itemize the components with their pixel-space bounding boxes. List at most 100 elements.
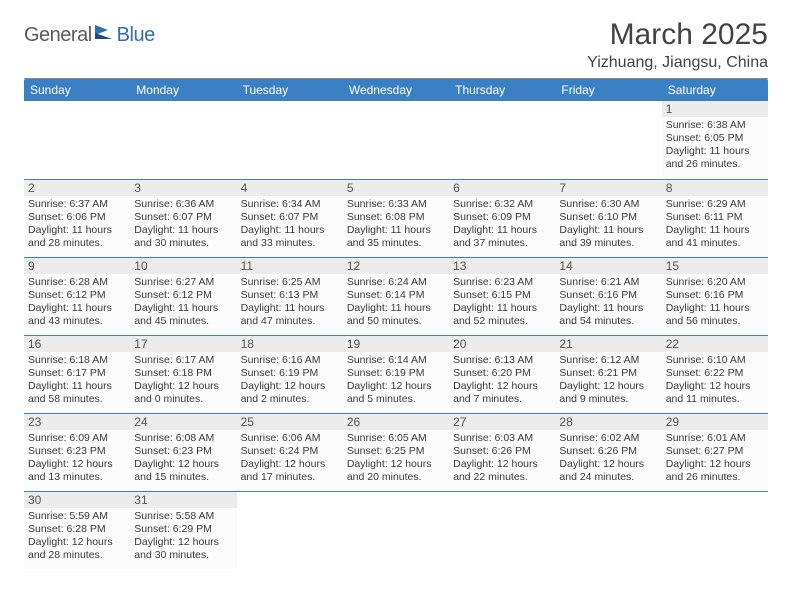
day-info: Sunrise: 6:03 AMSunset: 6:26 PMDaylight:…: [453, 432, 551, 485]
calendar-cell: 27Sunrise: 6:03 AMSunset: 6:26 PMDayligh…: [449, 413, 555, 491]
day-number: 28: [555, 414, 661, 430]
day-number: 3: [130, 180, 236, 196]
header: General Blue March 2025 Yizhuang, Jiangs…: [24, 18, 768, 72]
calendar-cell: [237, 101, 343, 179]
calendar-cell: 10 Sunrise: 6:27 AMSunset: 6:12 PMDayligh…: [130, 257, 236, 335]
day-number: 23: [24, 414, 130, 430]
logo: General Blue: [24, 24, 155, 47]
day-info: Sunrise: 5:58 AMSunset: 6:29 PMDaylight:…: [134, 510, 232, 563]
day-info: Sunrise: 6:10 AMSunset: 6:22 PMDaylight:…: [666, 354, 764, 407]
calendar-cell: 20 Sunrise: 6:13 AMSunset: 6:20 PMDayligh…: [449, 335, 555, 413]
day-number: 1: [662, 101, 768, 117]
day-number: 10: [130, 258, 236, 274]
day-header: Saturday: [662, 79, 768, 101]
day-number: 24: [130, 414, 236, 430]
calendar-cell: [555, 491, 661, 569]
day-number: 22: [662, 336, 768, 352]
day-info: Sunrise: 6:34 AMSunset: 6:07 PMDaylight:…: [241, 198, 339, 251]
day-info: Sunrise: 5:59 AMSunset: 6:28 PMDaylight:…: [28, 510, 126, 563]
calendar-cell: 12 Sunrise: 6:24 AMSunset: 6:14 PMDayligh…: [343, 257, 449, 335]
day-info: Sunrise: 6:21 AMSunset: 6:16 PMDaylight:…: [559, 276, 657, 329]
day-number: 18: [237, 336, 343, 352]
calendar-cell: 17Sunrise: 6:17 AMSunset: 6:18 PMDayligh…: [130, 335, 236, 413]
day-number: 15: [662, 258, 768, 274]
day-number: 25: [237, 414, 343, 430]
calendar-cell: 21Sunrise: 6:12 AMSunset: 6:21 PMDayligh…: [555, 335, 661, 413]
logo-text-general: General: [24, 24, 92, 47]
calendar-cell: 7 Sunrise: 6:30 AMSunset: 6:10 PMDaylight…: [555, 179, 661, 257]
calendar-header-row: SundayMondayTuesdayWednesdayThursdayFrid…: [24, 79, 768, 101]
calendar-cell: [343, 491, 449, 569]
day-number: 14: [555, 258, 661, 274]
calendar-cell: [449, 101, 555, 179]
day-info: Sunrise: 6:16 AMSunset: 6:19 PMDaylight:…: [241, 354, 339, 407]
calendar-cell: 31 Sunrise: 5:58 AMSunset: 6:29 PMDayligh…: [130, 491, 236, 569]
flag-icon: [94, 24, 116, 47]
calendar-cell: 5Sunrise: 6:33 AMSunset: 6:08 PMDaylight…: [343, 179, 449, 257]
day-info: Sunrise: 6:06 AMSunset: 6:24 PMDaylight:…: [241, 432, 339, 485]
day-info: Sunrise: 6:12 AMSunset: 6:21 PMDaylight:…: [559, 354, 657, 407]
day-header: Sunday: [24, 79, 130, 101]
day-header: Wednesday: [343, 79, 449, 101]
day-number: 16: [24, 336, 130, 352]
day-number: 13: [449, 258, 555, 274]
day-info: Sunrise: 6:18 AMSunset: 6:17 PMDaylight:…: [28, 354, 126, 407]
calendar-cell: 1 Sunrise: 6:38 AMSunset: 6:05 PMDaylight…: [662, 101, 768, 179]
day-info: Sunrise: 6:20 AMSunset: 6:16 PMDaylight:…: [666, 276, 764, 329]
calendar-cell: 11Sunrise: 6:25 AMSunset: 6:13 PMDayligh…: [237, 257, 343, 335]
day-number: 26: [343, 414, 449, 430]
calendar-cell: 2Sunrise: 6:37 AMSunset: 6:06 PMDaylight…: [24, 179, 130, 257]
day-info: Sunrise: 6:38 AMSunset: 6:05 PMDaylight:…: [666, 119, 764, 172]
day-number: 7: [555, 180, 661, 196]
day-header: Friday: [555, 79, 661, 101]
calendar-cell: 28 Sunrise: 6:02 AMSunset: 6:26 PMDayligh…: [555, 413, 661, 491]
day-header: Thursday: [449, 79, 555, 101]
day-number: 17: [130, 336, 236, 352]
calendar-table: SundayMondayTuesdayWednesdayThursdayFrid…: [24, 79, 768, 569]
calendar-cell: [449, 491, 555, 569]
day-info: Sunrise: 6:01 AMSunset: 6:27 PMDaylight:…: [666, 432, 764, 485]
day-info: Sunrise: 6:02 AMSunset: 6:26 PMDaylight:…: [559, 432, 657, 485]
day-info: Sunrise: 6:13 AMSunset: 6:20 PMDaylight:…: [453, 354, 551, 407]
day-info: Sunrise: 6:33 AMSunset: 6:08 PMDaylight:…: [347, 198, 445, 251]
calendar-row: 9 Sunrise: 6:28 AMSunset: 6:12 PMDaylight…: [24, 257, 768, 335]
day-info: Sunrise: 6:27 AMSunset: 6:12 PMDaylight:…: [134, 276, 232, 329]
calendar-cell: 23Sunrise: 6:09 AMSunset: 6:23 PMDayligh…: [24, 413, 130, 491]
calendar-row: 30Sunrise: 5:59 AMSunset: 6:28 PMDayligh…: [24, 491, 768, 569]
calendar-cell: [237, 491, 343, 569]
day-info: Sunrise: 6:28 AMSunset: 6:12 PMDaylight:…: [28, 276, 126, 329]
day-number: 31: [130, 492, 236, 508]
day-number: 19: [343, 336, 449, 352]
calendar-row: 16 Sunrise: 6:18 AMSunset: 6:17 PMDayligh…: [24, 335, 768, 413]
logo-text-blue: Blue: [117, 24, 155, 47]
day-info: Sunrise: 6:30 AMSunset: 6:10 PMDaylight:…: [559, 198, 657, 251]
day-number: 20: [449, 336, 555, 352]
day-number: 11: [237, 258, 343, 274]
day-number: 8: [662, 180, 768, 196]
calendar-row: 23Sunrise: 6:09 AMSunset: 6:23 PMDayligh…: [24, 413, 768, 491]
calendar-cell: 8 Sunrise: 6:29 AMSunset: 6:11 PMDaylight…: [662, 179, 768, 257]
title-block: March 2025 Yizhuang, Jiangsu, China: [587, 18, 768, 72]
day-info: Sunrise: 6:29 AMSunset: 6:11 PMDaylight:…: [666, 198, 764, 251]
calendar-cell: 24 Sunrise: 6:08 AMSunset: 6:23 PMDayligh…: [130, 413, 236, 491]
day-number: 9: [24, 258, 130, 274]
day-info: Sunrise: 6:14 AMSunset: 6:19 PMDaylight:…: [347, 354, 445, 407]
calendar-row: 2Sunrise: 6:37 AMSunset: 6:06 PMDaylight…: [24, 179, 768, 257]
calendar-cell: [555, 101, 661, 179]
calendar-cell: 25 Sunrise: 6:06 AMSunset: 6:24 PMDayligh…: [237, 413, 343, 491]
day-header: Monday: [130, 79, 236, 101]
calendar-cell: 29Sunrise: 6:01 AMSunset: 6:27 PMDayligh…: [662, 413, 768, 491]
day-info: Sunrise: 6:24 AMSunset: 6:14 PMDaylight:…: [347, 276, 445, 329]
calendar-cell: [662, 491, 768, 569]
day-info: Sunrise: 6:36 AMSunset: 6:07 PMDaylight:…: [134, 198, 232, 251]
day-info: Sunrise: 6:32 AMSunset: 6:09 PMDaylight:…: [453, 198, 551, 251]
calendar-cell: 3 Sunrise: 6:36 AMSunset: 6:07 PMDaylight…: [130, 179, 236, 257]
day-number: 6: [449, 180, 555, 196]
day-info: Sunrise: 6:08 AMSunset: 6:23 PMDaylight:…: [134, 432, 232, 485]
calendar-cell: 22 Sunrise: 6:10 AMSunset: 6:22 PMDayligh…: [662, 335, 768, 413]
day-number: 12: [343, 258, 449, 274]
calendar-cell: 16 Sunrise: 6:18 AMSunset: 6:17 PMDayligh…: [24, 335, 130, 413]
month-title: March 2025: [587, 18, 768, 52]
day-header: Tuesday: [237, 79, 343, 101]
calendar-cell: 19 Sunrise: 6:14 AMSunset: 6:19 PMDayligh…: [343, 335, 449, 413]
